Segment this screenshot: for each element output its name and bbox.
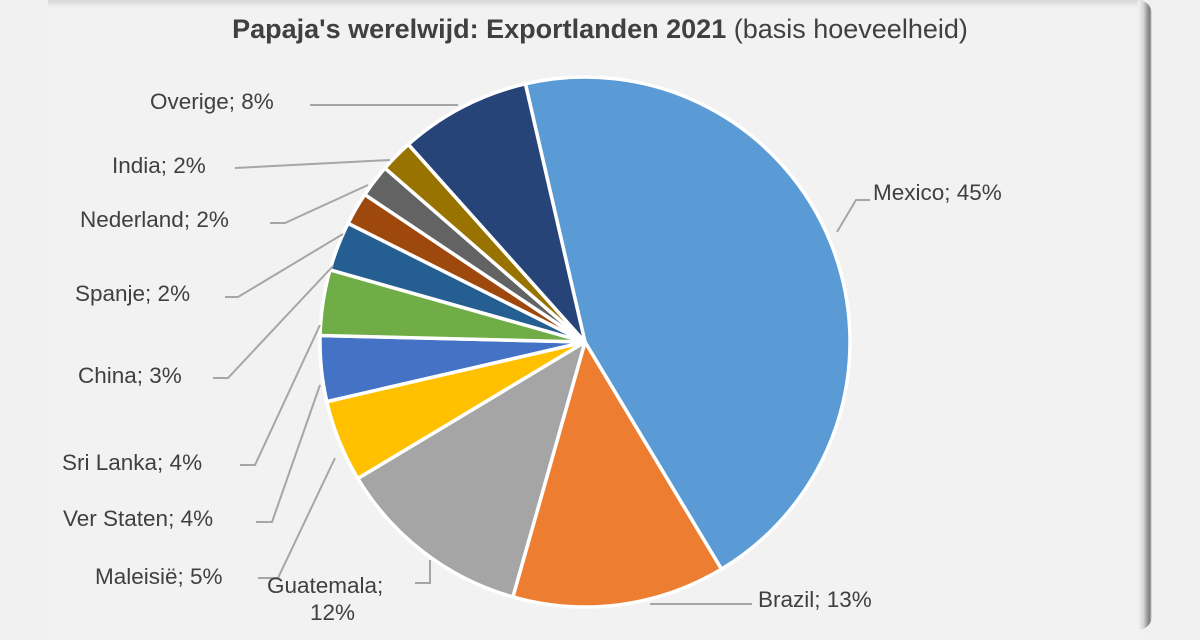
label-overige: Overige; 8% (150, 89, 274, 114)
leader-lines (213, 104, 870, 605)
leader-line-nederland (270, 184, 369, 224)
label-brazil: Brazil; 13% (758, 587, 872, 612)
label-mexico: Mexico; 45% (873, 180, 1002, 205)
label-india: India; 2% (112, 153, 206, 178)
leader-line-sri-lanka (240, 324, 321, 466)
leader-line-maleisie (258, 457, 336, 579)
label-maleisie: Maleisië; 5% (95, 564, 223, 589)
label-spanje: Spanje; 2% (75, 281, 191, 306)
label-guatemala-line1: Guatemala; (267, 573, 384, 598)
leader-line-china (213, 265, 334, 379)
chart-title-sub: (basis hoeveelheid) (726, 14, 968, 44)
card-top-shadow (48, 0, 1143, 8)
pie-slice-overige (406, 82, 587, 344)
leader-line-spanje (225, 233, 344, 298)
label-china: China; 3% (78, 363, 182, 388)
chart-title-main: Papaja's werelwijd: Exportlanden 2021 (232, 14, 727, 44)
chart-title: Papaja's werelwijd: Exportlanden 2021 (b… (0, 14, 1200, 45)
label-guatemala-line2: 12% (310, 600, 356, 625)
label-sri-lanka: Sri Lanka; 4% (62, 450, 203, 475)
pie-slice-mexico (523, 75, 852, 571)
pie-slice-brazil (511, 340, 724, 609)
label-ver-staten: Ver Staten; 4% (63, 506, 214, 531)
pie-slices (318, 75, 852, 609)
pie-slice-guatemala (356, 340, 587, 599)
leader-line-ver-staten (256, 384, 321, 523)
label-nederland: Nederland; 2% (80, 207, 229, 232)
leader-line-mexico (836, 199, 870, 233)
leader-line-india (234, 159, 391, 169)
leader-line-guatemala (415, 560, 431, 584)
card-right-edge (1138, 0, 1152, 630)
